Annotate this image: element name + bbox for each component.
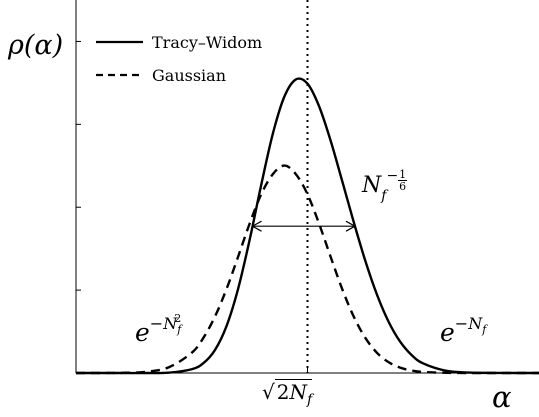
- x-axis-label: α: [492, 380, 512, 414]
- x-tick-label-sqrt-2nf: √ 2Nf: [262, 379, 313, 408]
- legend: Tracy–Widom Gaussian: [96, 33, 262, 85]
- y-axis-label: ρ(α): [8, 30, 64, 61]
- width-arrow-head-right: [345, 220, 357, 232]
- series-line-gaussian: [75, 164, 539, 375]
- width-arrow-head-left: [251, 220, 262, 232]
- legend-label-gaussian: Gaussian: [152, 66, 226, 85]
- left-tail-annotation: e−Nf2: [135, 312, 182, 347]
- series-line-tracy-widom: [76, 77, 539, 375]
- width-annotation-label: Nf− 1 6: [362, 168, 408, 204]
- right-tail-annotation: e−Nf: [440, 314, 487, 347]
- width-arrow: [251, 220, 357, 232]
- series-layer: [75, 77, 539, 375]
- legend-label-tracy-widom: Tracy–Widom: [152, 33, 262, 52]
- y-tick-marks: [76, 40, 308, 373]
